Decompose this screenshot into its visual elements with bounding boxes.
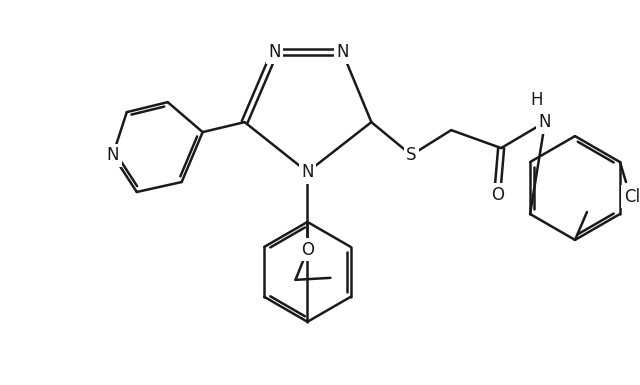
Text: Cl: Cl: [624, 188, 640, 206]
Text: O: O: [491, 186, 504, 204]
Text: N: N: [539, 113, 551, 131]
Text: S: S: [406, 146, 417, 164]
Text: O: O: [301, 241, 314, 259]
Text: H: H: [531, 91, 543, 109]
Text: N: N: [268, 43, 281, 61]
Text: N: N: [301, 163, 314, 181]
Text: N: N: [336, 43, 349, 61]
Text: N: N: [106, 146, 119, 164]
